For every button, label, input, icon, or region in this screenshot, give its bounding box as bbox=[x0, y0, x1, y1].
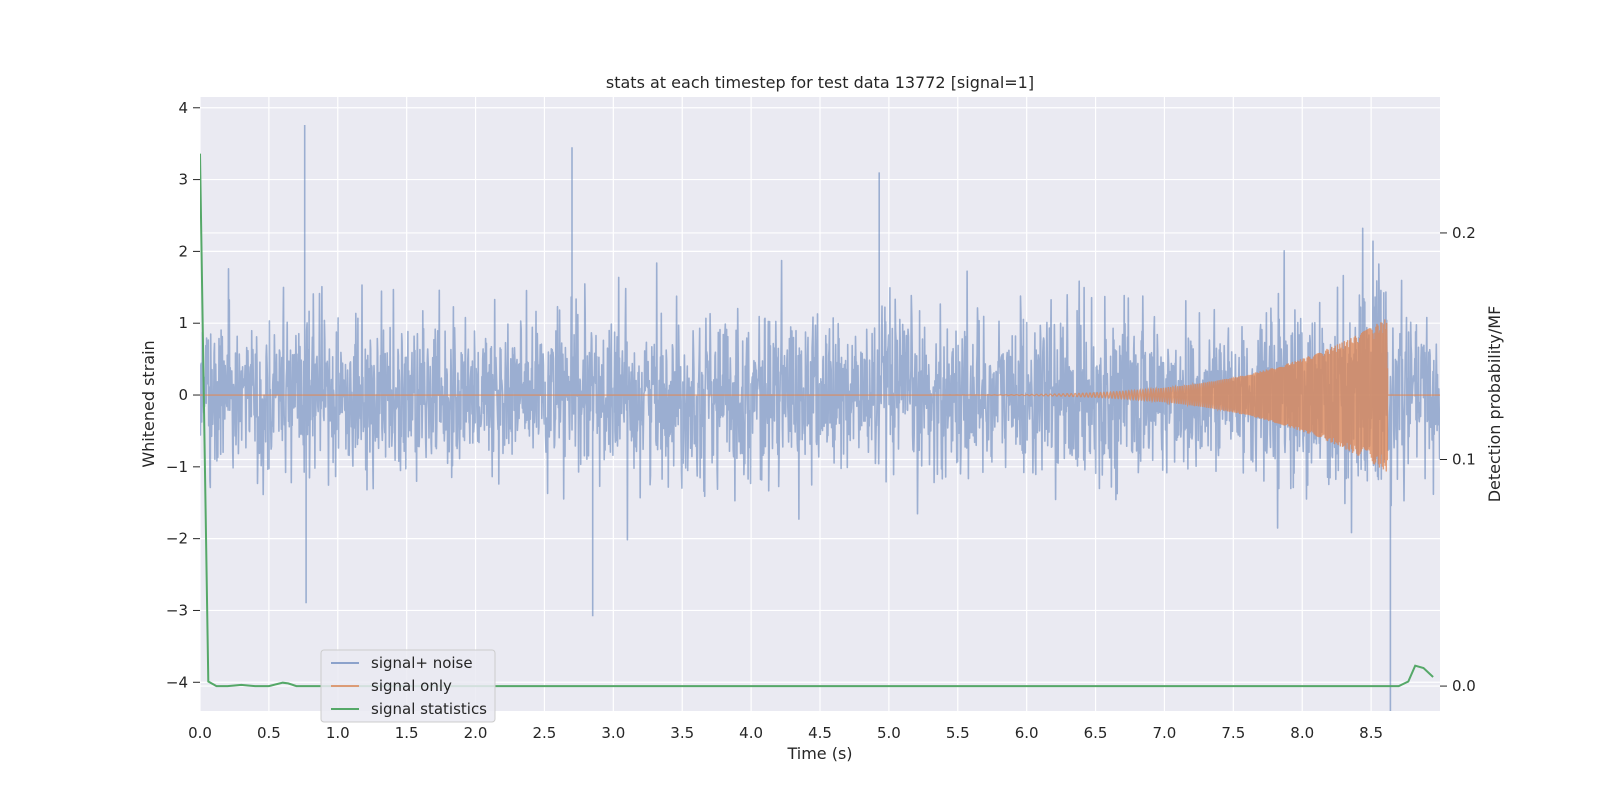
x-tick-label: 1.5 bbox=[395, 724, 419, 742]
x-tick-label: 2.5 bbox=[533, 724, 557, 742]
legend: signal+ noise signal only signal statist… bbox=[320, 649, 496, 723]
x-axis: 0.0 0.5 1.0 1.5 2.0 2.5 3.0 3.5 4.0 4.5 5.0 5.5 6.0 6… bbox=[188, 724, 1383, 742]
y-tick-label: 4 bbox=[178, 99, 188, 117]
x-axis-label: Time (s) bbox=[786, 744, 852, 763]
x-tick-label: 1.0 bbox=[326, 724, 350, 742]
x-tick-label: 7.0 bbox=[1153, 724, 1177, 742]
x-tick-label: 6.0 bbox=[1015, 724, 1039, 742]
series-line-signal-noise bbox=[200, 125, 1440, 711]
legend-label-signal-statistics: signal statistics bbox=[371, 700, 487, 718]
y-tick-label: 3 bbox=[178, 171, 188, 189]
x-tick-label: 4.0 bbox=[739, 724, 763, 742]
x-tick-label: 6.5 bbox=[1084, 724, 1108, 742]
y-tick-label: −4 bbox=[166, 673, 188, 691]
x-tick-label: 3.5 bbox=[670, 724, 694, 742]
y-tick-label: −2 bbox=[166, 530, 188, 548]
y-tick-label: 2 bbox=[178, 242, 188, 260]
y-axis-label: Whitened strain bbox=[139, 340, 158, 467]
y2-axis-label: Detection probability/MF bbox=[1485, 306, 1504, 503]
y-tick-label: 0 bbox=[178, 386, 188, 404]
x-tick-label: 5.0 bbox=[877, 724, 901, 742]
legend-label-signal-only: signal only bbox=[371, 677, 452, 695]
y-axis-right: 0.0 0.1 0.2 bbox=[1440, 224, 1476, 695]
x-tick-label: 2.0 bbox=[464, 724, 488, 742]
y-tick-label: −1 bbox=[166, 458, 188, 476]
x-tick-label: 4.5 bbox=[808, 724, 832, 742]
y-tick-label: −3 bbox=[166, 601, 188, 619]
y-axis-left: −4 −3 −2 −1 0 1 2 3 4 bbox=[166, 99, 200, 691]
y2-tick-label: 0.1 bbox=[1452, 451, 1476, 469]
x-tick-label: 8.0 bbox=[1290, 724, 1314, 742]
chart-title: stats at each timestep for test data 137… bbox=[606, 73, 1034, 92]
series-line-signal-only bbox=[200, 319, 1440, 472]
y-tick-label: 1 bbox=[178, 314, 188, 332]
legend-box bbox=[320, 649, 496, 723]
x-tick-label: 8.5 bbox=[1359, 724, 1383, 742]
y2-tick-label: 0.0 bbox=[1452, 677, 1476, 695]
x-tick-label: 5.5 bbox=[946, 724, 970, 742]
series-line-signal-statistics bbox=[200, 153, 1434, 688]
x-tick-label: 0.0 bbox=[188, 724, 212, 742]
x-tick-label: 0.5 bbox=[257, 724, 281, 742]
legend-label-signal-noise: signal+ noise bbox=[371, 654, 473, 672]
x-tick-label: 3.0 bbox=[601, 724, 625, 742]
x-tick-label: 7.5 bbox=[1221, 724, 1245, 742]
y2-tick-label: 0.2 bbox=[1452, 224, 1476, 242]
